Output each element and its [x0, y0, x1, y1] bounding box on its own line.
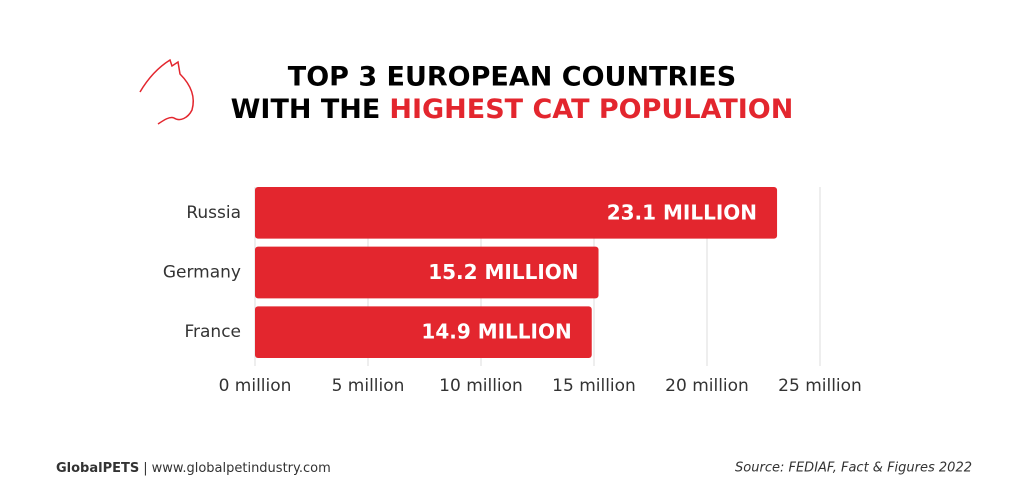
y-tick-label: France: [184, 322, 241, 342]
x-tick-label: 15 million: [552, 376, 636, 396]
x-tick-label: 0 million: [219, 376, 292, 396]
footer-credit: GlobalPETS | www.globalpetindustry.com: [56, 461, 331, 476]
x-tick-label: 20 million: [665, 376, 749, 396]
title-prefix: WITH THE: [231, 94, 381, 125]
grid: 0 million 5 million 10 million 15 million 20…: [219, 187, 862, 396]
chart-title-line2: WITH THE HIGHEST CAT POPULATION: [231, 94, 794, 125]
x-tick-label: 10 million: [439, 376, 523, 396]
value-label: 14.9 MILLION: [421, 320, 571, 344]
x-tick-label: 25 million: [778, 376, 862, 396]
source: Source: FEDIAF, Fact & Figures 2022: [735, 461, 972, 476]
value-label: 23.1 MILLION: [607, 200, 757, 224]
bar: [255, 306, 592, 358]
bar: [255, 187, 778, 239]
brand: GlobalPETS: [56, 461, 139, 476]
y-tick-label: Russia: [186, 203, 241, 223]
bar: [255, 246, 599, 299]
chart-title: TOP 3 EUROPEAN COUNTRIES: [288, 62, 736, 93]
y-tick-label: Germany: [163, 263, 241, 283]
website: www.globalpetindustry.com: [152, 461, 331, 476]
plot: Russia 23.1 MILLION Germany 15.2 MILLION Fra…: [163, 187, 778, 358]
x-tick-label: 5 million: [332, 376, 405, 396]
cat-icon: [139, 58, 194, 125]
title-highlight: HIGHEST CAT POPULATION: [389, 94, 793, 125]
value-label: 15.2 MILLION: [428, 260, 578, 284]
separator: |: [143, 461, 147, 476]
